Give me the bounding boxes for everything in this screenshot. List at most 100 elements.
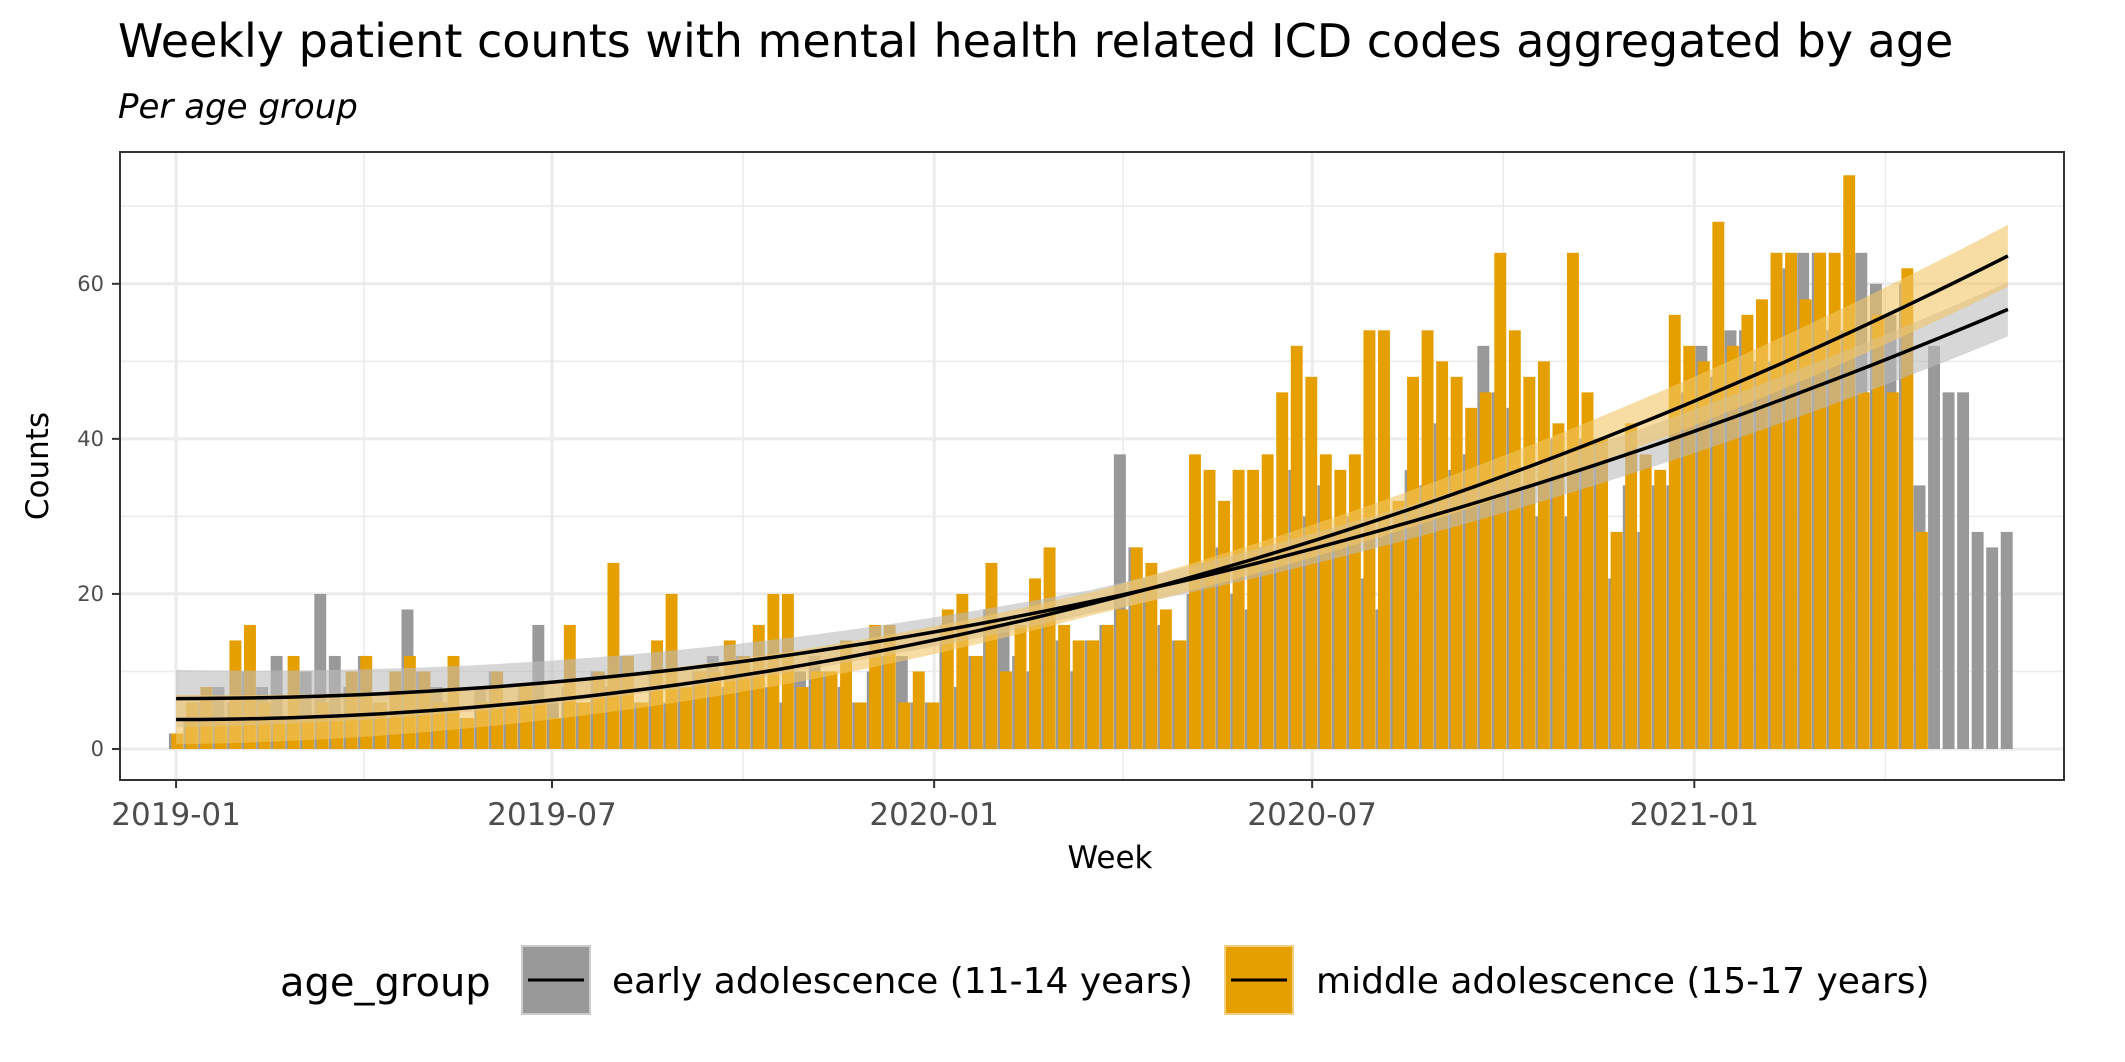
bar-middle	[1508, 330, 1521, 749]
bar-middle	[694, 671, 707, 749]
bar-middle	[1479, 392, 1492, 749]
bar-middle	[941, 609, 954, 749]
bar-middle	[1581, 392, 1594, 749]
legend: age_group early adolescence (11-14 years…	[280, 945, 1930, 1015]
chart-subtitle: Per age group	[118, 87, 358, 127]
y-axis-ticks: 0 20 40 60	[77, 272, 120, 761]
bar-middle	[1567, 252, 1579, 749]
legend-label-early: early adolescence (11-14 years)	[612, 961, 1193, 1002]
bar-middle	[1654, 469, 1667, 749]
x-tick-label: 2021-01	[1630, 797, 1760, 833]
bar-middle	[1756, 299, 1768, 749]
bar-middle	[1407, 376, 1420, 749]
bar-middle	[1741, 314, 1754, 749]
trend-line-middle	[176, 254, 2009, 722]
bar-middle	[1436, 361, 1449, 749]
bar-middle	[1872, 314, 1885, 749]
bar-middle	[1814, 252, 1827, 749]
bar-middle	[1712, 221, 1725, 749]
bar-middle	[1189, 454, 1201, 749]
bar-middle	[1915, 531, 1928, 749]
bar-middle	[1203, 469, 1216, 749]
bar-middle	[1043, 547, 1056, 749]
bar-early	[1971, 531, 1984, 749]
bar-middle	[1857, 392, 1870, 749]
bar-middle	[1174, 640, 1187, 749]
bar-middle	[825, 671, 838, 749]
trend-bands	[176, 224, 2008, 745]
bar-middle	[1392, 500, 1405, 749]
bar-middle	[1334, 469, 1347, 749]
bar-middle	[1683, 345, 1696, 749]
bar-middle	[898, 702, 911, 749]
x-tick-label: 2019-01	[111, 797, 241, 833]
bar-middle	[1610, 531, 1623, 749]
bar-middle	[1261, 454, 1274, 749]
bar-middle	[985, 562, 998, 749]
bar-middle	[1668, 314, 1681, 749]
bar-early	[1942, 392, 1955, 749]
bar-early	[1928, 345, 1940, 749]
bar-middle	[680, 686, 693, 749]
bar-middle	[1465, 407, 1478, 749]
bar-middle	[1537, 361, 1550, 749]
trend-line-early	[176, 307, 2009, 701]
plot-border	[119, 151, 2065, 781]
y-tick-label: 20	[77, 582, 104, 606]
bar-middle	[854, 702, 867, 749]
bar-middle	[883, 624, 896, 749]
bar-middle	[636, 702, 649, 749]
y-tick-label: 60	[77, 272, 104, 296]
bar-middle	[1450, 376, 1463, 749]
bar-middle	[869, 624, 882, 749]
bar-middle	[1843, 175, 1856, 749]
bar-middle	[1421, 330, 1434, 749]
bar-middle	[1130, 547, 1143, 749]
bar-middle	[811, 671, 823, 749]
bar-middle	[840, 640, 853, 749]
bar-middle	[1145, 562, 1158, 749]
bar-middle	[1101, 624, 1114, 749]
bar-middle	[1770, 252, 1783, 749]
bar-middle	[1552, 423, 1565, 749]
bar-middle	[1087, 640, 1100, 749]
bar-middle	[1116, 609, 1129, 749]
bar-middle	[1029, 578, 1042, 749]
bar-middle	[1639, 454, 1652, 749]
bar-middle	[1596, 438, 1609, 749]
x-tick-label: 2019-07	[487, 797, 617, 833]
bar-middle	[505, 702, 518, 749]
bar-middle	[578, 702, 591, 749]
bar-middle	[534, 702, 547, 749]
trend-lines	[176, 254, 2009, 722]
bar-middle	[723, 640, 736, 749]
bar-middle	[912, 671, 925, 749]
trend-band-early	[176, 282, 2008, 728]
bar-middle	[1799, 299, 1812, 749]
bar-middle	[1000, 671, 1012, 749]
x-axis-ticks: 2019-01 2019-07 2020-01 2020-07 2021-01	[111, 780, 1759, 833]
x-tick-label: 2020-01	[869, 797, 999, 833]
bar-middle	[1348, 454, 1361, 749]
bar-middle	[956, 593, 969, 749]
bar-middle	[1726, 345, 1739, 749]
bar-middle	[1886, 392, 1899, 749]
bar-early	[2000, 531, 2013, 749]
y-axis-title: Counts	[20, 412, 56, 520]
bar-middle	[1319, 454, 1332, 749]
chart-title: Weekly patient counts with mental health…	[118, 14, 1953, 68]
y-tick-label: 0	[91, 737, 104, 761]
x-tick-label: 2020-07	[1247, 797, 1377, 833]
bar-middle	[1625, 423, 1638, 749]
bar-middle	[1159, 609, 1172, 749]
bar-middle	[1901, 268, 1914, 749]
bar-middle	[1232, 469, 1245, 749]
bar-middle	[1218, 500, 1231, 749]
bar-middle	[796, 686, 809, 749]
bar-middle	[1697, 361, 1710, 749]
legend-label-middle: middle adolescence (15-17 years)	[1316, 961, 1930, 1002]
bar-middle	[970, 655, 983, 749]
bar-middle	[1014, 624, 1027, 749]
legend-title: age_group	[280, 960, 491, 1006]
